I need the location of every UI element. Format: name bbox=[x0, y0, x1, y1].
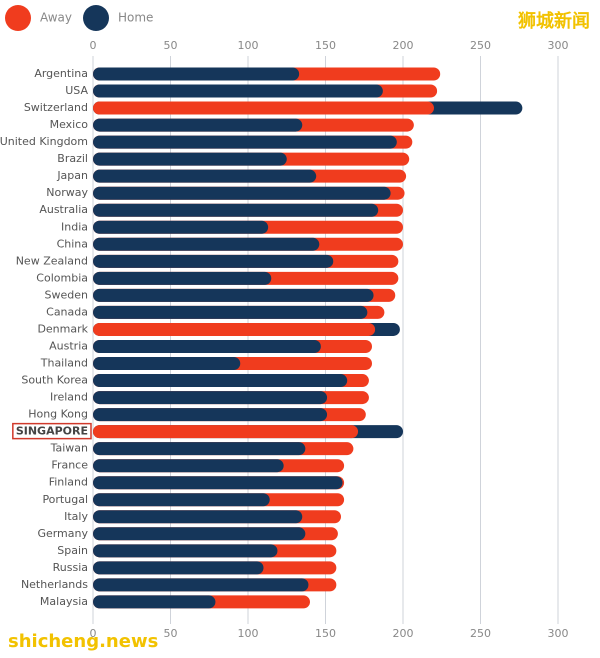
bar bbox=[93, 186, 391, 200]
y-tick-label: Austria bbox=[49, 339, 88, 352]
y-tick-label: Japan bbox=[56, 169, 88, 182]
y-tick-label: Norway bbox=[46, 186, 88, 199]
x-tick-label: 0 bbox=[90, 39, 97, 52]
bar bbox=[93, 237, 320, 251]
highlight-box bbox=[12, 422, 92, 440]
x-tick-label: 200 bbox=[393, 627, 414, 640]
bar bbox=[93, 578, 309, 592]
x-tick-label: 300 bbox=[548, 39, 569, 52]
y-tick-label: Germany bbox=[37, 527, 88, 540]
bar bbox=[93, 67, 300, 81]
y-tick-label: Portugal bbox=[42, 493, 88, 506]
x-tick-label: 50 bbox=[164, 627, 178, 640]
y-tick-label: United Kingdom bbox=[0, 135, 88, 148]
bar bbox=[93, 254, 334, 268]
bar bbox=[93, 84, 383, 98]
y-tick-label: Argentina bbox=[34, 67, 88, 80]
x-tick-label: 250 bbox=[470, 627, 491, 640]
bar bbox=[93, 271, 272, 285]
bar bbox=[93, 442, 306, 456]
y-tick-label: Malaysia bbox=[40, 595, 88, 608]
bar bbox=[93, 510, 303, 524]
bar bbox=[93, 169, 317, 183]
bar bbox=[93, 101, 434, 115]
y-tick-label: Finland bbox=[49, 476, 88, 489]
y-tick-label: Brazil bbox=[57, 152, 88, 165]
bar bbox=[93, 459, 284, 473]
x-tick-label: 150 bbox=[315, 39, 336, 52]
y-tick-label: Ireland bbox=[50, 391, 88, 404]
legend-label: Away bbox=[40, 11, 72, 25]
y-tick-label: Canada bbox=[46, 305, 88, 318]
bar bbox=[93, 391, 328, 405]
y-tick-label: USA bbox=[65, 84, 88, 97]
bar bbox=[93, 152, 287, 166]
bar bbox=[93, 305, 368, 319]
y-tick-label: Netherlands bbox=[21, 578, 88, 591]
legend-swatch bbox=[83, 5, 109, 31]
bar bbox=[93, 220, 269, 234]
y-tick-label: India bbox=[61, 220, 88, 233]
bar bbox=[93, 339, 321, 353]
x-tick-label: 0 bbox=[90, 627, 97, 640]
y-tick-label: Denmark bbox=[37, 322, 88, 335]
y-tick-label: Colombia bbox=[36, 271, 88, 284]
x-tick-label: 150 bbox=[315, 627, 336, 640]
bar bbox=[93, 527, 306, 541]
y-tick-label: France bbox=[51, 459, 88, 472]
y-tick-label: Mexico bbox=[50, 118, 89, 131]
bar bbox=[93, 408, 328, 422]
legend-label: Home bbox=[118, 11, 153, 25]
y-tick-label: Spain bbox=[57, 544, 88, 557]
bar bbox=[93, 118, 303, 132]
bar bbox=[93, 476, 343, 490]
bar bbox=[93, 135, 397, 149]
y-tick-label: Switzerland bbox=[24, 101, 88, 114]
bar bbox=[93, 493, 270, 507]
x-tick-label: 300 bbox=[548, 627, 569, 640]
bar bbox=[93, 203, 379, 217]
bar bbox=[93, 374, 348, 388]
bar bbox=[93, 561, 264, 575]
bar bbox=[93, 544, 278, 558]
watermark: shicheng.news bbox=[8, 631, 158, 652]
watermark: 狮城新闻 bbox=[518, 10, 590, 32]
y-tick-label: South Korea bbox=[21, 374, 88, 387]
bar bbox=[93, 288, 374, 302]
x-tick-label: 100 bbox=[238, 627, 259, 640]
x-tick-label: 200 bbox=[393, 39, 414, 52]
bar bbox=[93, 595, 216, 609]
y-tick-label: Italy bbox=[64, 510, 88, 523]
bar bbox=[93, 322, 376, 336]
x-tick-label: 100 bbox=[238, 39, 259, 52]
y-tick-label: Hong Kong bbox=[28, 408, 88, 421]
y-tick-label: Australia bbox=[39, 203, 88, 216]
y-tick-label: SINGAPORE bbox=[16, 425, 88, 438]
legend-swatch bbox=[5, 5, 31, 31]
y-tick-label: China bbox=[57, 237, 88, 250]
bar bbox=[93, 357, 241, 371]
y-tick-label: Sweden bbox=[45, 288, 88, 301]
y-tick-label: Thailand bbox=[40, 357, 88, 370]
bar bbox=[93, 425, 359, 439]
y-tick-label: New Zealand bbox=[16, 254, 88, 267]
x-tick-label: 250 bbox=[470, 39, 491, 52]
x-tick-label: 50 bbox=[164, 39, 178, 52]
y-tick-label: Russia bbox=[53, 561, 88, 574]
y-tick-label: Taiwan bbox=[50, 442, 88, 455]
